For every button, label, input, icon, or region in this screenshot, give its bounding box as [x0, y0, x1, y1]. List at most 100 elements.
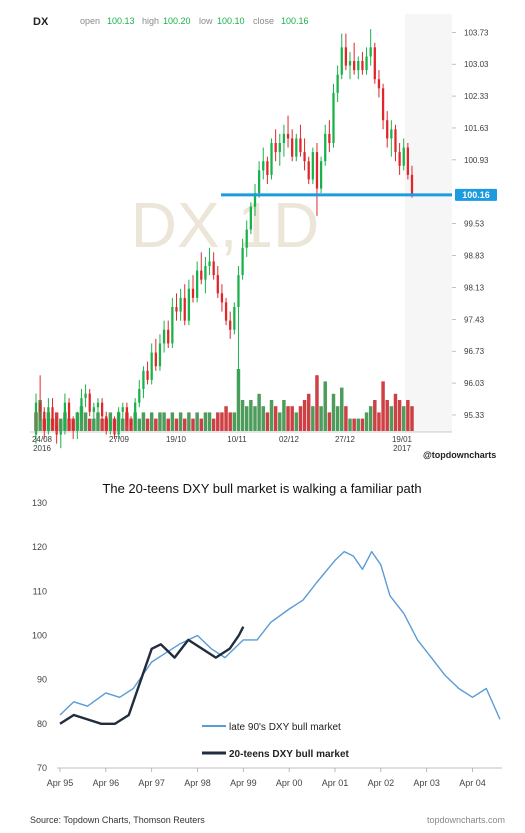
date-tick-label: 10/11 — [227, 435, 247, 444]
price-tick-label: 103.73 — [464, 28, 489, 37]
candle-body — [80, 398, 83, 417]
volume-bar — [137, 418, 142, 431]
candle-body — [291, 138, 294, 157]
price-tick-label: 100.93 — [464, 156, 489, 165]
price-tick-label: 101.63 — [464, 124, 489, 133]
volume-bar — [389, 406, 394, 431]
volume-bar — [385, 400, 389, 431]
candle-body — [92, 407, 95, 412]
volume-bar — [315, 375, 319, 431]
y-tick-label: 120 — [32, 542, 47, 552]
volume-bar — [360, 418, 365, 431]
candle-body — [365, 56, 368, 71]
candle-body — [257, 170, 261, 194]
volume-bar — [290, 406, 294, 431]
volume-bar — [302, 400, 307, 431]
last-price-value: 100.16 — [462, 190, 490, 200]
candle-body — [146, 370, 149, 380]
site-name: topdowncharts.com — [427, 815, 505, 825]
y-tick-label: 90 — [37, 675, 47, 685]
volume-bar — [368, 406, 373, 431]
volume-bar — [178, 412, 183, 431]
candle-body — [245, 229, 248, 248]
candle-body — [34, 402, 38, 435]
volume-bar — [261, 406, 265, 431]
volume-bar — [356, 418, 361, 431]
candle-body — [402, 147, 405, 166]
volume-bar — [228, 412, 232, 431]
candle-body — [241, 247, 244, 276]
candle-body — [270, 143, 273, 175]
candle-body — [311, 152, 314, 180]
candle-body — [406, 147, 410, 175]
x-tick-label: Apr 98 — [184, 778, 211, 788]
volume-bar — [162, 412, 166, 431]
candle-body — [125, 407, 129, 421]
volume-bar — [220, 412, 224, 431]
candles — [34, 29, 414, 449]
candle-body — [220, 293, 224, 303]
volume-bar — [203, 412, 208, 431]
date-tick-label: 02/12 — [279, 435, 300, 444]
candle-body — [187, 288, 191, 321]
open-label: open — [80, 16, 100, 26]
line-chart: The 20-teens DXY bull market is walking … — [30, 481, 505, 825]
volume-bar — [364, 412, 369, 431]
volume-bar — [207, 412, 212, 431]
volume-bar — [352, 418, 356, 431]
candle-body — [224, 302, 228, 321]
candle-body — [171, 307, 174, 344]
candle-body — [191, 288, 195, 298]
candle-body — [286, 133, 290, 139]
price-tick-label: 103.03 — [464, 60, 489, 69]
chart-title: The 20-teens DXY bull market is walking … — [102, 481, 421, 496]
candle-body — [282, 133, 286, 143]
volume-bar — [406, 400, 410, 431]
candle-body — [96, 402, 100, 408]
date-tick-year: 2017 — [393, 444, 411, 453]
close-label: close — [253, 16, 274, 26]
y-tick-label: 100 — [32, 631, 47, 641]
volume-bar — [100, 418, 104, 431]
last-price-tag — [455, 188, 497, 201]
x-tick-label: Apr 03 — [413, 778, 440, 788]
candle-body — [47, 407, 50, 430]
candle-body — [324, 133, 327, 162]
volume-bar — [265, 412, 270, 431]
volume-bar — [273, 406, 278, 431]
candle-body — [183, 297, 186, 321]
date-tick-label: 27/09 — [109, 435, 130, 444]
volume-bar — [174, 418, 179, 431]
volume-bar — [323, 381, 327, 431]
candle-body — [315, 152, 319, 189]
price-tick-label: 95.33 — [464, 411, 485, 420]
volume-bar — [311, 406, 315, 431]
volume-bar — [335, 406, 340, 431]
legend: late 90's DXY bull market 20-teens DXY b… — [202, 722, 350, 760]
high-label: high — [142, 16, 159, 26]
volume-bar — [149, 412, 154, 431]
candle-body — [200, 270, 203, 280]
candle-body — [361, 61, 364, 71]
volume-bar — [187, 412, 191, 431]
candle-body — [299, 138, 302, 153]
candle-body — [204, 266, 207, 280]
candle-body — [303, 152, 306, 162]
x-tick-label: Apr 96 — [93, 778, 120, 788]
volume-bar — [393, 393, 398, 431]
close-value: 100.16 — [281, 16, 309, 26]
high-value: 100.20 — [163, 16, 191, 26]
candle-body — [109, 420, 112, 430]
candle-body — [175, 307, 178, 312]
volume-bar — [373, 400, 377, 431]
volume-bar — [381, 381, 385, 431]
x-tick-label: Apr 04 — [459, 778, 486, 788]
volume-bar — [249, 400, 253, 431]
candle-body — [278, 143, 281, 153]
series-line-20-teens — [59, 626, 245, 725]
candle-body — [336, 74, 339, 93]
candle-body — [307, 161, 310, 180]
volume-bar — [257, 393, 261, 431]
volume-bar — [145, 418, 150, 431]
candle-body — [162, 329, 166, 344]
